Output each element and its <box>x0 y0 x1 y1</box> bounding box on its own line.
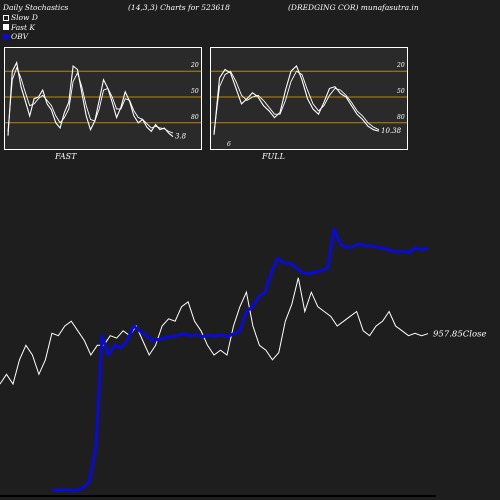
full-fast-k-line <box>213 65 380 135</box>
close-price-line <box>0 277 429 386</box>
fast-tick-label: 50 <box>191 88 199 95</box>
close-value-label: 957.85Close <box>433 330 486 340</box>
fast-fast-k-line <box>7 60 174 138</box>
fast-tick-label: 20 <box>190 62 199 69</box>
full-tick-label: 6 <box>227 141 231 148</box>
fast-stochastic-chart: 80 50 20 3.8 <box>5 60 201 141</box>
blue-square-icon <box>3 33 9 40</box>
full-stochastic-chart: 80 50 20 6 10.38 <box>211 62 407 148</box>
full-tick-label: 20 <box>396 62 405 69</box>
legend-label: Fast K <box>11 22 36 32</box>
legend-label: OBV <box>11 32 29 41</box>
full-stochastic-panel: 80 50 20 6 10.38 <box>210 47 408 150</box>
obv-line <box>52 227 429 492</box>
hollow-square-icon <box>3 14 9 21</box>
chart-subtitle: (14,3,3) Charts for 523618 <box>128 3 230 12</box>
fast-last-value-label: 3.8 <box>175 133 187 141</box>
legend-item-fast-k: Fast K <box>3 23 38 33</box>
full-tick-label: 50 <box>397 88 405 95</box>
fast-panel-label: FAST <box>55 152 77 161</box>
legend-label: Slow D <box>11 13 38 22</box>
fast-tick-label: 80 <box>191 114 199 121</box>
full-last-value-label: 10.38 <box>381 127 402 135</box>
filled-square-icon <box>3 24 9 31</box>
chart-title: Daily Stochastics <box>3 3 69 12</box>
site-label: (DREDGING COR) munafasutra.in <box>288 3 419 12</box>
fast-stochastic-panel: 80 50 20 3.8 <box>4 47 202 150</box>
full-tick-label: 80 <box>397 114 405 121</box>
legend-item-obv: OBV <box>3 32 38 42</box>
legend-item-slow-d: Slow D <box>3 13 38 23</box>
full-slow-d-line <box>213 70 380 134</box>
fast-slow-d-line <box>7 66 174 134</box>
full-panel-label: FULL <box>262 152 285 161</box>
legend: Slow D Fast K OBV <box>3 13 38 42</box>
